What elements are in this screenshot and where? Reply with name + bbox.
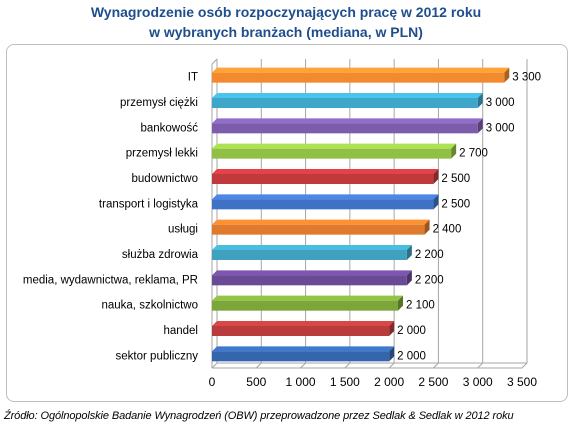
bar-front-face <box>212 174 434 184</box>
bar-top-face <box>212 219 430 225</box>
category-label: sektor publiczny <box>116 350 199 362</box>
x-tick-label: 2 000 <box>374 375 404 389</box>
category-label: budownictwo <box>132 173 198 185</box>
bar-end-face <box>477 118 483 134</box>
category-label: przemysł ciężki <box>120 97 198 109</box>
gridline-floor-2 <box>300 362 306 369</box>
value-label: 2 000 <box>397 350 426 362</box>
value-label: 2 500 <box>441 173 470 185</box>
category-label: usługi <box>168 224 198 236</box>
category-label: bankowość <box>140 122 198 134</box>
value-label: 2 700 <box>459 148 488 160</box>
bar-end-face <box>406 270 412 286</box>
bar-end-face <box>504 67 510 83</box>
bar <box>212 295 403 311</box>
x-tick-label: 2 500 <box>418 375 448 389</box>
bar-top-face <box>212 321 395 326</box>
bar-front-face <box>212 148 452 159</box>
bar-end-face <box>477 93 483 108</box>
bar-front-face <box>212 123 478 134</box>
bar-layer <box>212 67 510 362</box>
x-tick-label: 3 000 <box>463 375 493 389</box>
gridline-floor-3 <box>344 362 351 369</box>
bar <box>212 346 395 362</box>
chart-title: Wynagrodzenie osób rozpoczynających prac… <box>0 2 572 42</box>
gridline-floor-0 <box>211 362 218 369</box>
bar <box>212 270 412 286</box>
category-label: transport i logistyka <box>99 198 199 210</box>
bar <box>212 245 412 260</box>
bar-front-face <box>212 72 505 83</box>
bar-top-face <box>212 169 439 174</box>
bar <box>212 118 483 134</box>
bar-front-face <box>212 351 390 362</box>
value-label: 2 000 <box>397 325 426 337</box>
bar-top-face <box>212 93 483 98</box>
bar-front-face <box>212 98 478 108</box>
bar-top-face <box>212 67 510 73</box>
bar <box>212 143 457 159</box>
bar-top-face <box>212 194 439 200</box>
value-label: 2 400 <box>433 224 462 236</box>
value-label: 3 000 <box>486 97 515 109</box>
bar-front-face <box>212 300 398 311</box>
x-tick-label: 0 <box>209 375 216 389</box>
value-label: 2 200 <box>415 249 444 261</box>
bar-end-face <box>433 194 439 210</box>
gridline-floor-1 <box>255 362 262 369</box>
bar <box>212 169 439 184</box>
bar-front-face <box>212 250 407 260</box>
bar-end-face <box>451 143 457 159</box>
x-tick-label: 3 500 <box>507 375 537 389</box>
category-label: handel <box>163 325 198 337</box>
label-layer: 0 500 1 000 1 500 2 000 2 500 3 000 3 500 IT 3 30… <box>23 72 541 389</box>
x-tick-label: 500 <box>246 375 266 389</box>
gridline-floor-7 <box>521 362 528 369</box>
grid-layer <box>211 58 528 369</box>
bar <box>212 67 510 83</box>
value-label: 3 000 <box>486 122 515 134</box>
bar <box>212 93 483 108</box>
gridline-floor-5 <box>433 362 439 369</box>
bar <box>212 194 439 210</box>
value-label: 2 100 <box>406 300 435 312</box>
wall-top-edge <box>211 58 218 65</box>
gridline-floor-6 <box>477 362 484 369</box>
bar-front-face <box>212 224 425 235</box>
bar-top-face <box>212 118 483 124</box>
category-label: media, wydawnictwa, reklama, PR <box>23 274 198 286</box>
bar-end-face <box>433 169 439 184</box>
x-tick-label: 1 500 <box>330 375 360 389</box>
category-label: nauka, szkolnictwo <box>101 300 198 312</box>
source-note: Źródło: Ogólnopolskie Badanie Wynagrodze… <box>4 410 514 422</box>
value-label: 3 300 <box>512 72 541 84</box>
value-label: 2 500 <box>441 198 470 210</box>
bar-front-face <box>212 199 434 210</box>
bar-end-face <box>389 321 395 336</box>
bar-end-face <box>398 295 403 311</box>
category-label: służba zdrowia <box>122 249 199 261</box>
bar-top-face <box>212 245 412 250</box>
bar-end-face <box>389 346 395 362</box>
value-label: 2 200 <box>415 274 444 286</box>
bar-end-face <box>406 245 412 260</box>
x-tick-label: 1 000 <box>286 375 316 389</box>
bar-top-face <box>212 295 403 301</box>
category-label: IT <box>188 72 198 84</box>
chart-title-line-2: w wybranych branżach (mediana, w PLN) <box>149 24 423 40</box>
bar-top-face <box>212 270 412 276</box>
bar <box>212 219 430 235</box>
bar-front-face <box>212 275 407 286</box>
gridline-floor-4 <box>388 362 395 369</box>
chart-title-line-1: Wynagrodzenie osób rozpoczynających prac… <box>90 4 482 20</box>
bar-end-face <box>424 219 430 235</box>
bar-top-face <box>212 346 395 352</box>
category-label: przemysł lekki <box>126 148 198 160</box>
bar-front-face <box>212 326 390 336</box>
bar-top-face <box>212 143 457 149</box>
bar <box>212 321 395 336</box>
